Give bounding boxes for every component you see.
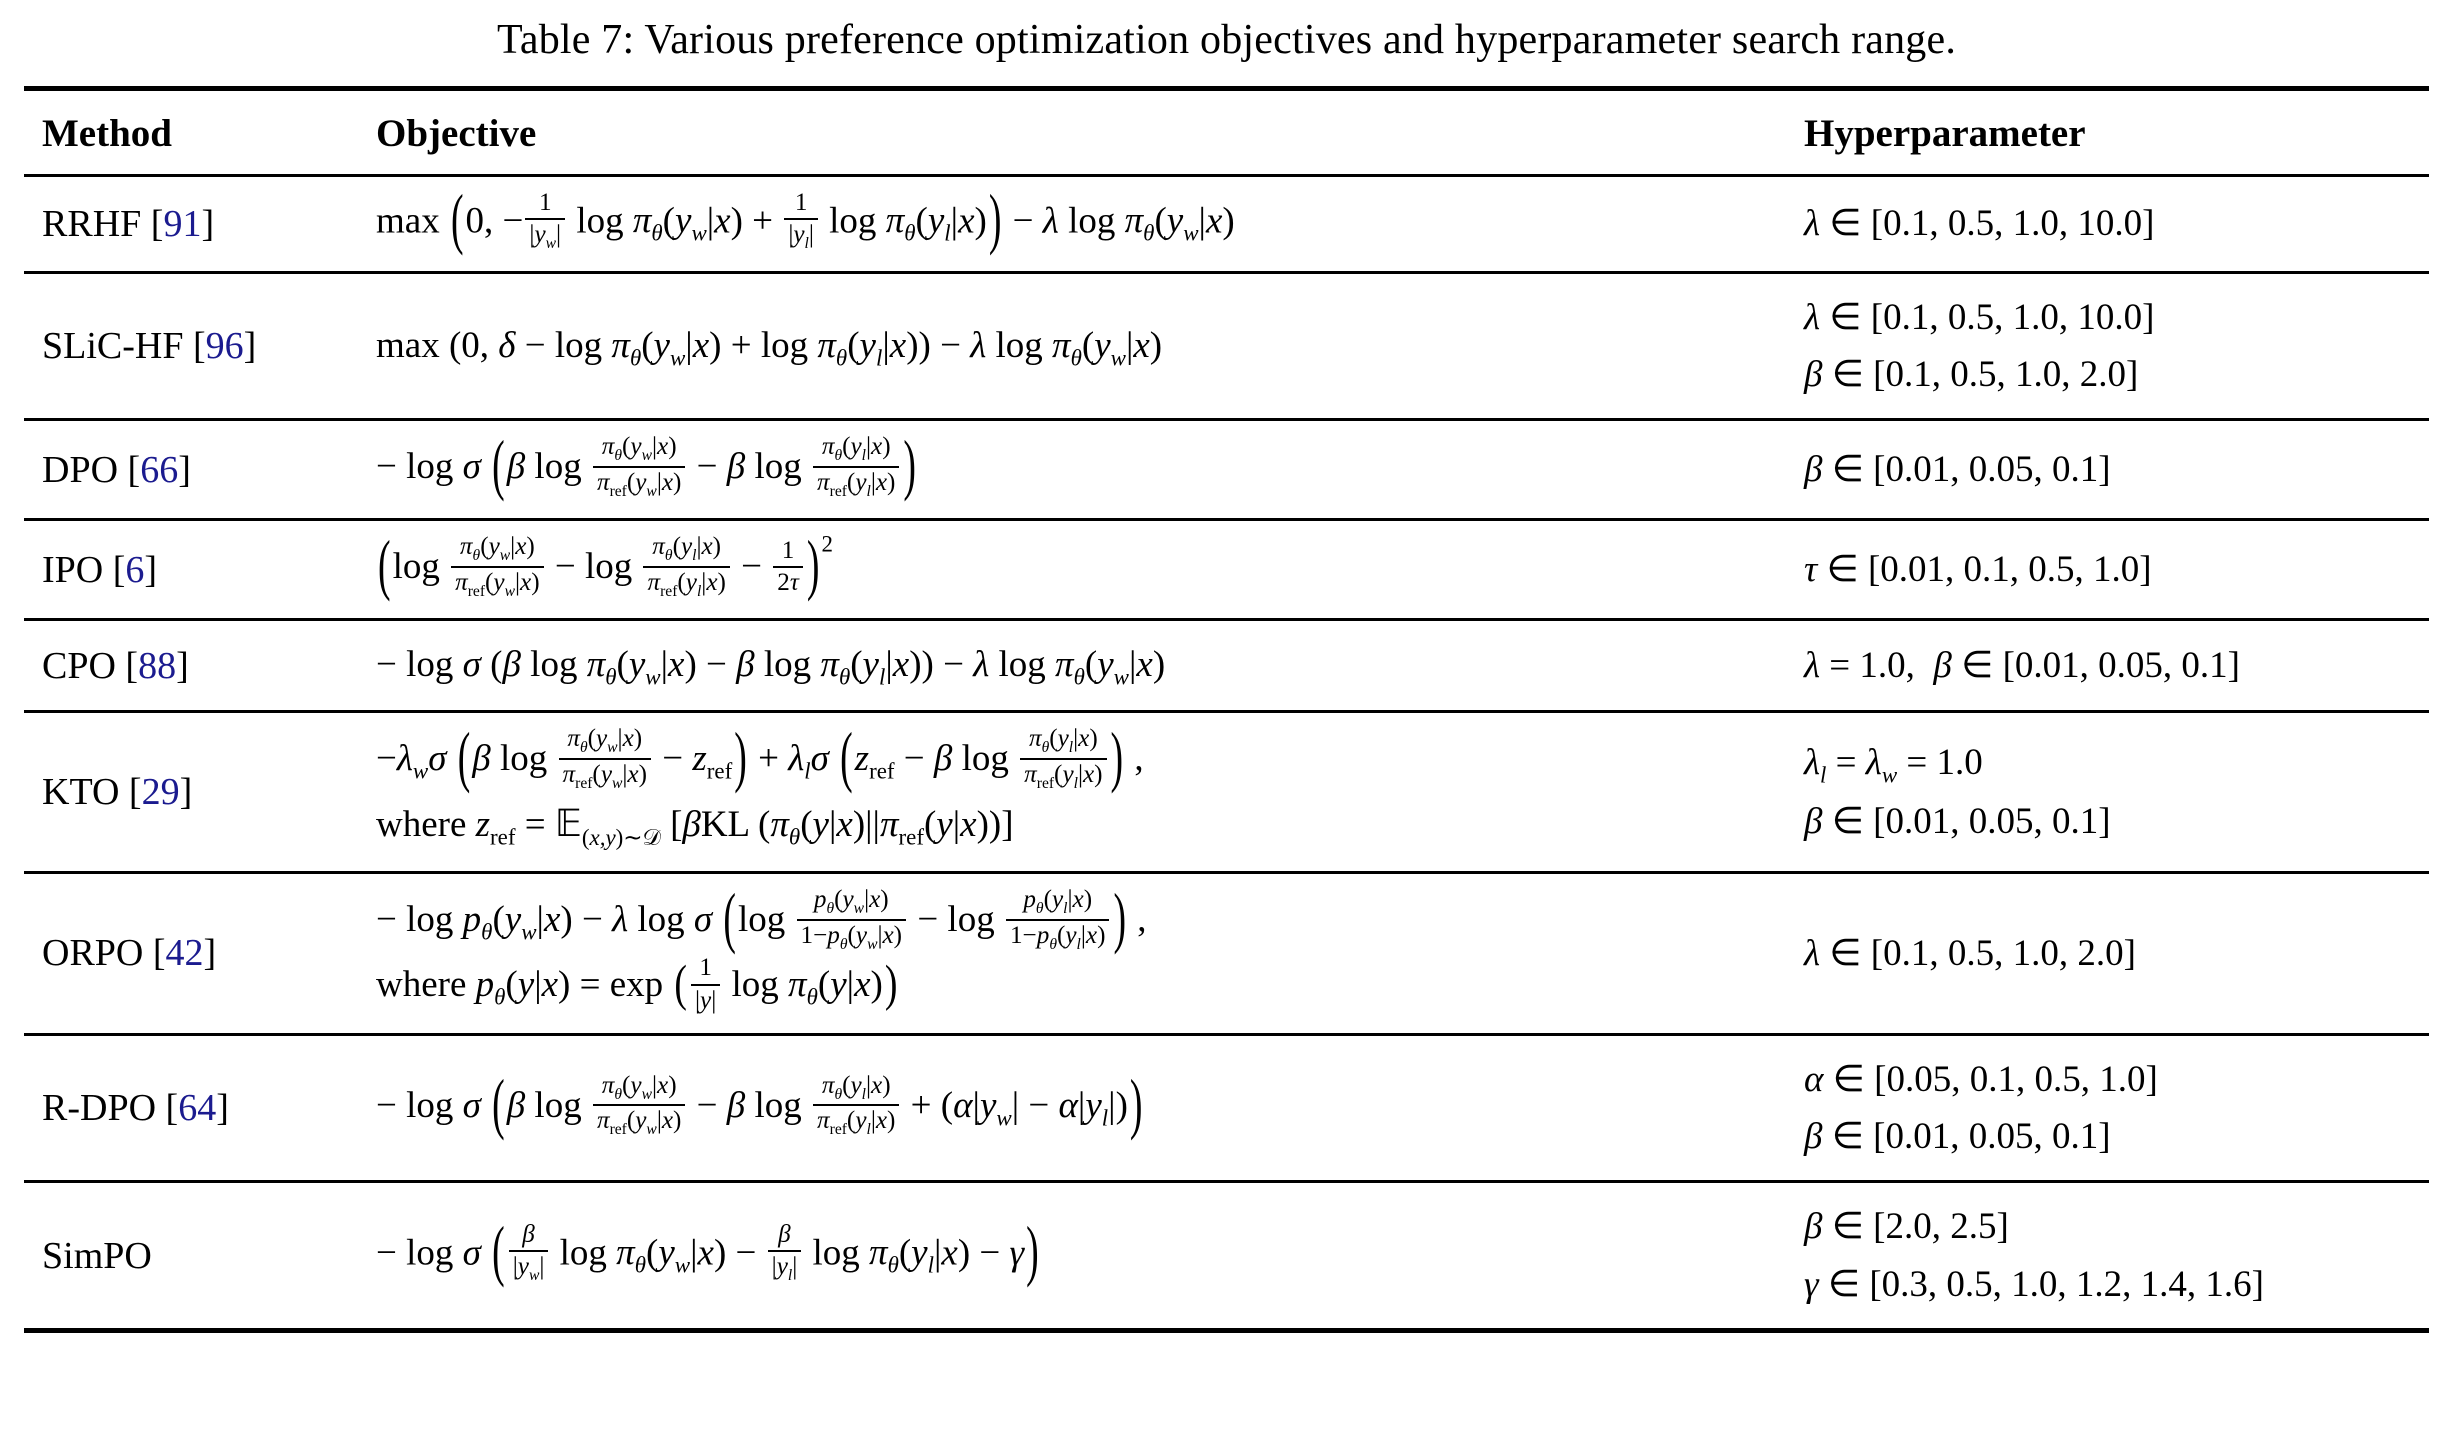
hyperparameter-range: β ∈ [2.0, 2.5] γ ∈ [0.3, 0.5, 1.0, 1.2, 1…: [1804, 1182, 2429, 1331]
citation-ref: [64]: [156, 1087, 229, 1130]
hyperparameter-line: λ ∈ [0.1, 0.5, 1.0, 2.0]: [1804, 932, 2136, 974]
table-header: Method Objective Hyperparameter: [24, 88, 2429, 177]
table-body: RRHF [91] max (0, −1 |yw| log πθ(yw|x) + …: [24, 175, 2429, 1331]
table-row: R-DPO [64] − log σ (β log πθ(yw|x) πref(y…: [24, 1034, 2429, 1184]
method-name: SLiC-HF: [42, 325, 184, 367]
formula-line: where pθ(y|x) = exp (1 |y| log πθ(y|x)): [376, 954, 898, 1014]
hyperparameter-line: λ = 1.0, β ∈ [0.01, 0.05, 0.1]: [1804, 645, 2240, 687]
table-caption: Table 7: Various preference optimization…: [496, 17, 1957, 63]
formula-line: − log σ (β |yw| log πθ(yw|x) − β |yl| log …: [376, 1213, 1039, 1290]
method-cell: IPO [6]: [24, 519, 376, 622]
paper-page: Table 7: Various preference optimization…: [24, 17, 2429, 1334]
preference-optimization-table: Method Objective Hyperparameter RRHF [91…: [24, 86, 2429, 1334]
citation-link[interactable]: 6: [125, 548, 145, 591]
hyperparameter-range: λ ∈ [0.1, 0.5, 1.0, 10.0] β ∈ [0.1, 0.5, …: [1804, 272, 2429, 422]
table-row: CPO [88] − log σ (β log πθ(yw|x) − β log…: [24, 619, 2429, 714]
citation-link[interactable]: 91: [163, 202, 202, 245]
hyperparameter-line: γ ∈ [0.3, 0.5, 1.0, 1.2, 1.4, 1.6]: [1804, 1263, 2264, 1305]
citation-link[interactable]: 64: [178, 1087, 217, 1130]
column-header-method: Method: [24, 88, 376, 177]
table-row: KTO [29] −λwσ (β log πθ(yw|x) πref(yw|x) …: [24, 711, 2429, 875]
objective-formula: − log σ (β log πθ(yw|x) πref(yw|x) − β lo…: [376, 1034, 1804, 1184]
hyperparameter-line: λ ∈ [0.1, 0.5, 1.0, 10.0]: [1804, 296, 2155, 338]
method-cell: SimPO: [24, 1182, 376, 1331]
table-row: ORPO [42] − log pθ(yw|x) − λ log σ (log …: [24, 872, 2429, 1036]
objective-formula: − log σ (β log πθ(yw|x) πref(yw|x) − β lo…: [376, 419, 1804, 522]
hyperparameter-range: λ ∈ [0.1, 0.5, 1.0, 10.0]: [1804, 175, 2429, 274]
formula-line: (log πθ(yw|x) πref(yw|x) − log πθ(yl|x) πr…: [378, 527, 833, 604]
objective-formula: max (0, −1 |yw| log πθ(yw|x) + 1 |yl| log …: [376, 175, 1804, 274]
citation-ref: [88]: [115, 644, 189, 687]
hyperparameter-line: β ∈ [0.1, 0.5, 1.0, 2.0]: [1804, 354, 2139, 395]
hyperparameter-range: τ ∈ [0.01, 0.1, 0.5, 1.0]: [1804, 519, 2429, 622]
table-row: RRHF [91] max (0, −1 |yw| log πθ(yw|x) + …: [24, 175, 2429, 274]
hyperparameter-range: λ = 1.0, β ∈ [0.01, 0.05, 0.1]: [1804, 619, 2429, 714]
formula-line: max (0, −1 |yw| log πθ(yw|x) + 1 |yl| log …: [376, 181, 1235, 258]
method-name: RRHF: [42, 202, 142, 245]
citation-link[interactable]: 42: [165, 932, 204, 975]
method-cell: SLiC-HF [96]: [24, 272, 376, 422]
objective-formula: − log σ (β |yw| log πθ(yw|x) − β |yl| log …: [376, 1182, 1804, 1331]
objective-formula: − log pθ(yw|x) − λ log σ (log pθ(yw|x) 1−…: [376, 872, 1804, 1036]
formula-line: −λwσ (β log πθ(yw|x) πref(yw|x) − zref) +…: [376, 719, 1144, 796]
hyperparameter-range: α ∈ [0.05, 0.1, 0.5, 1.0] β ∈ [0.01, 0.05…: [1804, 1034, 2429, 1184]
table-row: SimPO − log σ (β |yw| log πθ(yw|x) − β |yl…: [24, 1182, 2429, 1331]
hyperparameter-line: β ∈ [0.01, 0.05, 0.1]: [1804, 800, 2111, 842]
formula-line: − log σ (β log πθ(yw|x) πref(yw|x) − β lo…: [376, 1066, 1143, 1142]
formula-line: − log pθ(yw|x) − λ log σ (log pθ(yw|x) 1−…: [376, 880, 1147, 957]
hyperparameter-line: α ∈ [0.05, 0.1, 0.5, 1.0]: [1804, 1058, 2158, 1100]
hyperparameter-range: λl = λw = 1.0 β ∈ [0.01, 0.05, 0.1]: [1804, 711, 2429, 875]
method-name: CPO: [42, 644, 116, 687]
table-row: IPO [6] (log πθ(yw|x) πref(yw|x) − log πθ…: [24, 519, 2429, 622]
table-row: SLiC-HF [96] max (0, δ − log πθ(yw|x) + …: [24, 272, 2429, 422]
hyperparameter-range: β ∈ [0.01, 0.05, 0.1]: [1804, 419, 2429, 522]
method-cell: CPO [88]: [24, 619, 376, 714]
citation-ref: [96]: [183, 325, 257, 367]
citation-ref: [42]: [143, 932, 217, 975]
method-cell: DPO [66]: [24, 419, 376, 522]
column-header-objective: Objective: [376, 88, 1804, 177]
table-row: DPO [66] − log σ (β log πθ(yw|x) πref(yw|…: [24, 419, 2429, 522]
column-header-hyperparameter: Hyperparameter: [1804, 88, 2429, 177]
citation-link[interactable]: 66: [140, 448, 179, 491]
objective-formula: −λwσ (β log πθ(yw|x) πref(yw|x) − zref) +…: [376, 711, 1804, 875]
hyperparameter-line: β ∈ [0.01, 0.05, 0.1]: [1804, 449, 2111, 491]
citation-link[interactable]: 29: [141, 771, 180, 814]
citation-link[interactable]: 96: [205, 325, 244, 367]
method-cell: RRHF [91]: [24, 175, 376, 274]
citation-ref: [29]: [119, 771, 193, 814]
method-name: SimPO: [42, 1234, 152, 1277]
objective-formula: max (0, δ − log πθ(yw|x) + log πθ(yl|x))…: [376, 272, 1804, 422]
hyperparameter-line: τ ∈ [0.01, 0.1, 0.5, 1.0]: [1804, 549, 2152, 591]
method-cell: ORPO [42]: [24, 872, 376, 1036]
citation-ref: [91]: [141, 202, 215, 245]
objective-formula: (log πθ(yw|x) πref(yw|x) − log πθ(yl|x) πr…: [376, 519, 1804, 622]
formula-line: where zref = 𝔼(x,y)∼𝒟 [βKL (πθ(y|x)||πre…: [376, 802, 1014, 851]
hyperparameter-line: λl = λw = 1.0: [1804, 742, 1983, 788]
method-name: IPO: [42, 548, 104, 591]
hyperparameter-line: β ∈ [0.01, 0.05, 0.1]: [1804, 1116, 2111, 1158]
citation-ref: [66]: [118, 448, 191, 491]
method-cell: KTO [29]: [24, 711, 376, 875]
method-name: KTO: [42, 771, 120, 814]
citation-link[interactable]: 88: [138, 644, 177, 687]
method-name: R-DPO: [42, 1087, 157, 1130]
formula-line: max (0, δ − log πθ(yw|x) + log πθ(yl|x))…: [376, 324, 1163, 370]
method-cell: R-DPO [64]: [24, 1034, 376, 1184]
method-name: DPO: [42, 448, 119, 491]
hyperparameter-line: β ∈ [2.0, 2.5]: [1804, 1206, 2009, 1248]
method-name: ORPO: [42, 932, 144, 975]
header-row: Method Objective Hyperparameter: [24, 88, 2429, 177]
formula-line: − log σ (β log πθ(yw|x) − β log πθ(yl|x)…: [376, 644, 1166, 690]
hyperparameter-line: λ ∈ [0.1, 0.5, 1.0, 10.0]: [1804, 203, 2155, 245]
hyperparameter-range: λ ∈ [0.1, 0.5, 1.0, 2.0]: [1804, 872, 2429, 1036]
citation-ref: [6]: [103, 548, 158, 591]
formula-line: − log σ (β log πθ(yw|x) πref(yw|x) − β lo…: [376, 427, 916, 504]
objective-formula: − log σ (β log πθ(yw|x) − β log πθ(yl|x)…: [376, 619, 1804, 714]
